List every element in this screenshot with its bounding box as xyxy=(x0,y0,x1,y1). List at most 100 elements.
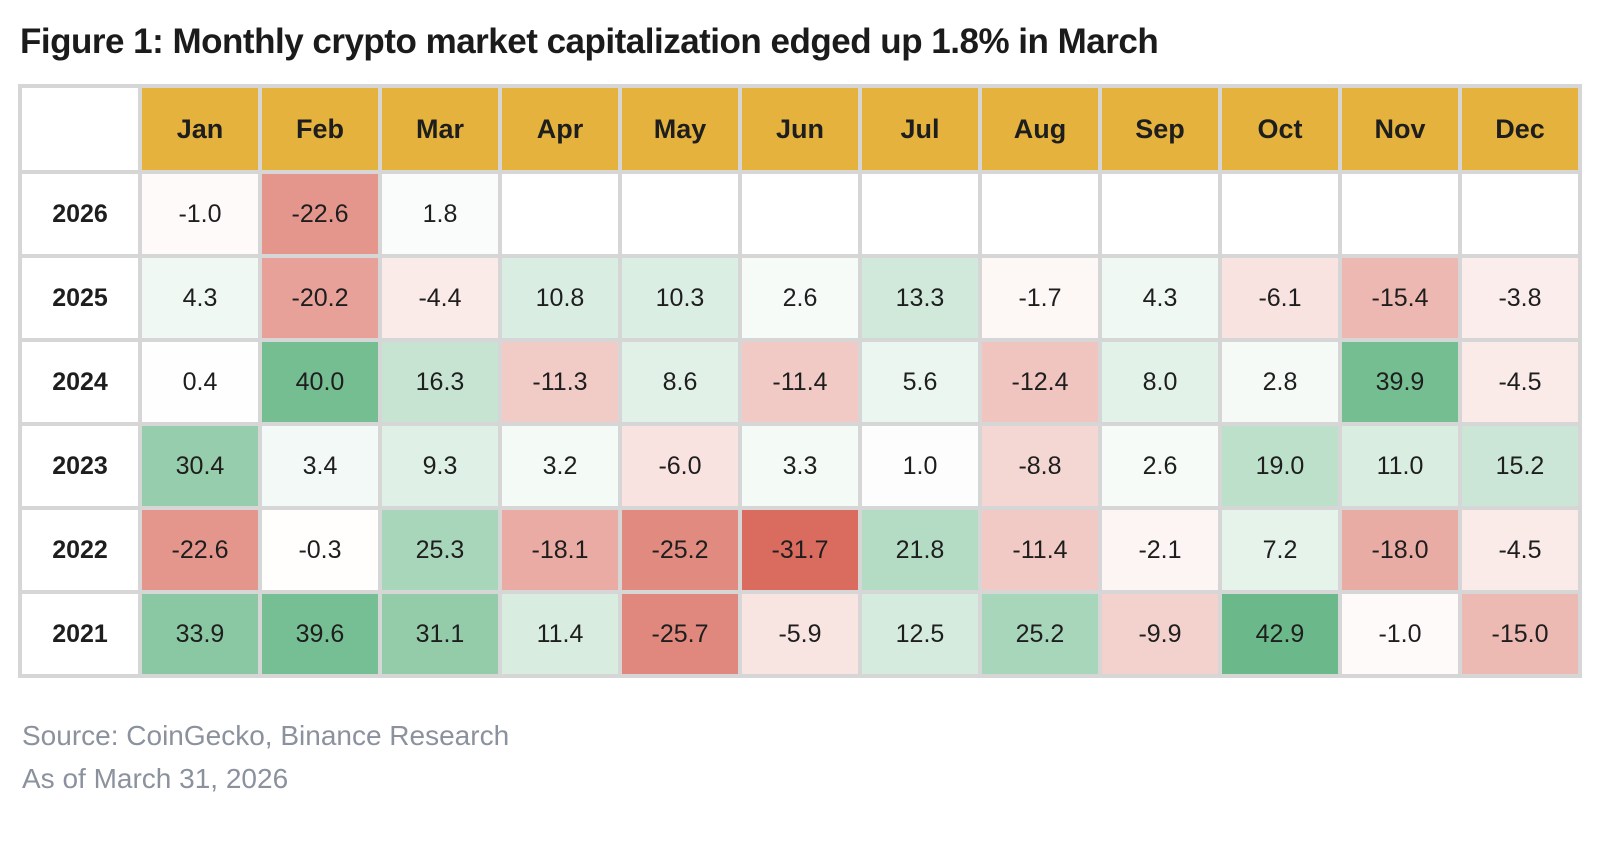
heatmap-cell-2023-jun: 3.3 xyxy=(742,426,858,506)
heatmap-cell-2024-jun: -11.4 xyxy=(742,342,858,422)
corner-cell xyxy=(22,88,138,170)
heatmap-cell-2021-mar: 31.1 xyxy=(382,594,498,674)
heatmap-cell-2021-may: -25.7 xyxy=(622,594,738,674)
year-row-2022: 2022 -22.6 -0.3 25.3 -18.1 -25.2 -31.7 21.8 -11.… xyxy=(22,510,1578,590)
source-note: Source: CoinGecko, Binance Research As o… xyxy=(22,714,1582,801)
heatmap-cell-2021-feb: 39.6 xyxy=(262,594,378,674)
heatmap-cell-2024-feb: 40.0 xyxy=(262,342,378,422)
month-header-apr: Apr xyxy=(502,88,618,170)
month-header-row: Jan Feb Mar Apr May Jun Jul Aug Sep Oct Nov Dec xyxy=(22,88,1578,170)
heatmap-cell-2026-dec xyxy=(1462,174,1578,254)
heatmap-cell-2026-feb: -22.6 xyxy=(262,174,378,254)
year-label-2025: 2025 xyxy=(22,258,138,338)
heatmap-cell-2022-may: -25.2 xyxy=(622,510,738,590)
source-line: Source: CoinGecko, Binance Research xyxy=(22,720,510,751)
month-header-jun: Jun xyxy=(742,88,858,170)
heatmap-cell-2021-sep: -9.9 xyxy=(1102,594,1218,674)
heatmap-cell-2022-dec: -4.5 xyxy=(1462,510,1578,590)
heatmap-cell-2024-dec: -4.5 xyxy=(1462,342,1578,422)
heatmap-cell-2023-aug: -8.8 xyxy=(982,426,1098,506)
heatmap-cell-2024-sep: 8.0 xyxy=(1102,342,1218,422)
month-header-feb: Feb xyxy=(262,88,378,170)
heatmap-cell-2026-jan: -1.0 xyxy=(142,174,258,254)
heatmap-cell-2023-mar: 9.3 xyxy=(382,426,498,506)
year-label-2024: 2024 xyxy=(22,342,138,422)
heatmap-table: Jan Feb Mar Apr May Jun Jul Aug Sep Oct Nov Dec 202… xyxy=(18,84,1582,678)
month-header-jul: Jul xyxy=(862,88,978,170)
heatmap-cell-2025-sep: 4.3 xyxy=(1102,258,1218,338)
heatmap-cell-2025-oct: -6.1 xyxy=(1222,258,1338,338)
heatmap-cell-2022-sep: -2.1 xyxy=(1102,510,1218,590)
heatmap-cell-2026-aug xyxy=(982,174,1098,254)
year-row-2023: 2023 30.4 3.4 9.3 3.2 -6.0 3.3 1.0 -8.8 2.6 19.0 11… xyxy=(22,426,1578,506)
heatmap-cell-2025-nov: -15.4 xyxy=(1342,258,1458,338)
heatmap-cell-2025-jul: 13.3 xyxy=(862,258,978,338)
heatmap-cell-2022-aug: -11.4 xyxy=(982,510,1098,590)
heatmap-cell-2026-apr xyxy=(502,174,618,254)
heatmap-cell-2025-dec: -3.8 xyxy=(1462,258,1578,338)
heatmap-cell-2025-may: 10.3 xyxy=(622,258,738,338)
heatmap-cell-2024-aug: -12.4 xyxy=(982,342,1098,422)
heatmap-cell-2021-jan: 33.9 xyxy=(142,594,258,674)
heatmap-cell-2023-jan: 30.4 xyxy=(142,426,258,506)
month-header-nov: Nov xyxy=(1342,88,1458,170)
month-header-sep: Sep xyxy=(1102,88,1218,170)
heatmap-body: 2026 -1.0 -22.6 1.8 2025 4.3 -20.2 -4.4 10.8 10.3… xyxy=(22,174,1578,674)
year-label-2026: 2026 xyxy=(22,174,138,254)
heatmap-cell-2024-jul: 5.6 xyxy=(862,342,978,422)
heatmap-cell-2021-apr: 11.4 xyxy=(502,594,618,674)
heatmap-cell-2026-mar: 1.8 xyxy=(382,174,498,254)
heatmap-cell-2022-jan: -22.6 xyxy=(142,510,258,590)
month-header-oct: Oct xyxy=(1222,88,1338,170)
year-row-2021: 2021 33.9 39.6 31.1 11.4 -25.7 -5.9 12.5 25.2 -9.… xyxy=(22,594,1578,674)
heatmap-cell-2026-oct xyxy=(1222,174,1338,254)
heatmap-cell-2025-aug: -1.7 xyxy=(982,258,1098,338)
heatmap-cell-2022-nov: -18.0 xyxy=(1342,510,1458,590)
heatmap-cell-2026-jun xyxy=(742,174,858,254)
heatmap-cell-2025-jan: 4.3 xyxy=(142,258,258,338)
year-row-2026: 2026 -1.0 -22.6 1.8 xyxy=(22,174,1578,254)
heatmap-cell-2023-jul: 1.0 xyxy=(862,426,978,506)
heatmap-cell-2021-oct: 42.9 xyxy=(1222,594,1338,674)
heatmap-cell-2025-feb: -20.2 xyxy=(262,258,378,338)
month-header-may: May xyxy=(622,88,738,170)
heatmap-cell-2024-nov: 39.9 xyxy=(1342,342,1458,422)
heatmap-cell-2024-jan: 0.4 xyxy=(142,342,258,422)
heatmap-cell-2021-nov: -1.0 xyxy=(1342,594,1458,674)
heatmap-cell-2026-jul xyxy=(862,174,978,254)
heatmap-cell-2026-sep xyxy=(1102,174,1218,254)
heatmap-cell-2023-feb: 3.4 xyxy=(262,426,378,506)
year-row-2024: 2024 0.4 40.0 16.3 -11.3 8.6 -11.4 5.6 -12.4 8.0 2… xyxy=(22,342,1578,422)
heatmap-cell-2025-jun: 2.6 xyxy=(742,258,858,338)
heatmap-cell-2023-apr: 3.2 xyxy=(502,426,618,506)
heatmap-cell-2024-mar: 16.3 xyxy=(382,342,498,422)
year-label-2022: 2022 xyxy=(22,510,138,590)
month-header-aug: Aug xyxy=(982,88,1098,170)
heatmap-cell-2021-dec: -15.0 xyxy=(1462,594,1578,674)
heatmap-cell-2022-jul: 21.8 xyxy=(862,510,978,590)
heatmap-cell-2025-apr: 10.8 xyxy=(502,258,618,338)
heatmap-cell-2024-oct: 2.8 xyxy=(1222,342,1338,422)
heatmap-cell-2023-oct: 19.0 xyxy=(1222,426,1338,506)
as-of-line: As of March 31, 2026 xyxy=(22,763,289,795)
heatmap-cell-2026-may xyxy=(622,174,738,254)
month-header-mar: Mar xyxy=(382,88,498,170)
heatmap-cell-2023-may: -6.0 xyxy=(622,426,738,506)
heatmap-cell-2022-oct: 7.2 xyxy=(1222,510,1338,590)
heatmap-cell-2022-feb: -0.3 xyxy=(262,510,378,590)
heatmap-cell-2022-mar: 25.3 xyxy=(382,510,498,590)
heatmap-cell-2021-jul: 12.5 xyxy=(862,594,978,674)
heatmap-cell-2021-jun: -5.9 xyxy=(742,594,858,674)
heatmap-cell-2022-jun: -31.7 xyxy=(742,510,858,590)
figure-title: Figure 1: Monthly crypto market capitali… xyxy=(20,22,1159,61)
heatmap-cell-2025-mar: -4.4 xyxy=(382,258,498,338)
year-row-2025: 2025 4.3 -20.2 -4.4 10.8 10.3 2.6 13.3 -1.7 4.3 -6… xyxy=(22,258,1578,338)
year-label-2021: 2021 xyxy=(22,594,138,674)
heatmap-cell-2022-apr: -18.1 xyxy=(502,510,618,590)
heatmap-cell-2026-nov xyxy=(1342,174,1458,254)
heatmap-cell-2024-may: 8.6 xyxy=(622,342,738,422)
year-label-2023: 2023 xyxy=(22,426,138,506)
heatmap-cell-2023-dec: 15.2 xyxy=(1462,426,1578,506)
heatmap-cell-2023-sep: 2.6 xyxy=(1102,426,1218,506)
